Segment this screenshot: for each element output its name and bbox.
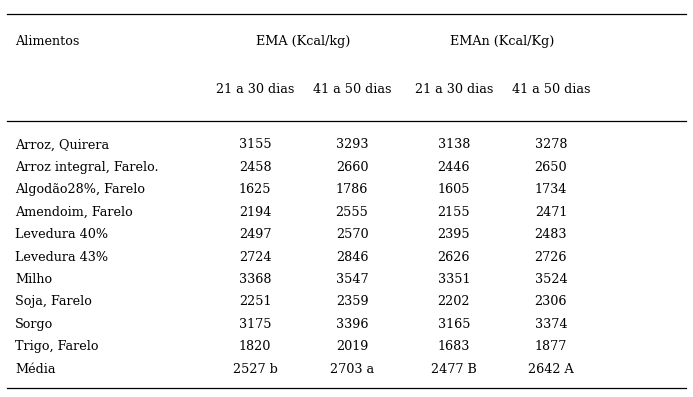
Text: 21 a 30 dias: 21 a 30 dias: [216, 83, 295, 96]
Text: EMAn (Kcal/Kg): EMAn (Kcal/Kg): [450, 35, 554, 48]
Text: Sorgo: Sorgo: [15, 318, 53, 331]
Text: Levedura 40%: Levedura 40%: [15, 228, 108, 241]
Text: Levedura 43%: Levedura 43%: [15, 251, 108, 264]
Text: 2570: 2570: [335, 228, 369, 241]
Text: Algodão28%, Farelo: Algodão28%, Farelo: [15, 183, 146, 196]
Text: 21 a 30 dias: 21 a 30 dias: [414, 83, 493, 96]
Text: 1786: 1786: [336, 183, 368, 196]
Text: 2703 a: 2703 a: [330, 363, 374, 376]
Text: Milho: Milho: [15, 273, 53, 286]
Text: 2306: 2306: [535, 295, 567, 308]
Text: 3547: 3547: [335, 273, 369, 286]
Text: 1625: 1625: [239, 183, 271, 196]
Text: 3524: 3524: [534, 273, 568, 286]
Text: 2019: 2019: [336, 340, 368, 353]
Text: 2471: 2471: [535, 206, 567, 219]
Text: Arroz, Quirera: Arroz, Quirera: [15, 139, 109, 151]
Text: 2194: 2194: [239, 206, 271, 219]
Text: EMA (Kcal/kg): EMA (Kcal/kg): [256, 35, 351, 48]
Text: 1605: 1605: [438, 183, 470, 196]
Text: 2477 B: 2477 B: [431, 363, 477, 376]
Text: 3374: 3374: [535, 318, 567, 331]
Text: 2555: 2555: [335, 206, 369, 219]
Text: 1877: 1877: [535, 340, 567, 353]
Text: 2251: 2251: [239, 295, 271, 308]
Text: 41 a 50 dias: 41 a 50 dias: [511, 83, 590, 96]
Text: 3278: 3278: [535, 139, 567, 151]
Text: 1820: 1820: [239, 340, 271, 353]
Text: 2395: 2395: [437, 228, 471, 241]
Text: 2497: 2497: [239, 228, 271, 241]
Text: 2527 b: 2527 b: [233, 363, 277, 376]
Text: 2626: 2626: [438, 251, 470, 264]
Text: Trigo, Farelo: Trigo, Farelo: [15, 340, 98, 353]
Text: 2155: 2155: [437, 206, 471, 219]
Text: 2458: 2458: [238, 161, 272, 174]
Text: 3175: 3175: [239, 318, 271, 331]
Text: Soja, Farelo: Soja, Farelo: [15, 295, 92, 308]
Text: Média: Média: [15, 363, 55, 376]
Text: 2724: 2724: [239, 251, 271, 264]
Text: 3138: 3138: [438, 139, 470, 151]
Text: 2650: 2650: [534, 161, 568, 174]
Text: 2660: 2660: [336, 161, 368, 174]
Text: 3155: 3155: [238, 139, 272, 151]
Text: 2202: 2202: [438, 295, 470, 308]
Text: 2359: 2359: [335, 295, 369, 308]
Text: 3368: 3368: [239, 273, 271, 286]
Text: 2726: 2726: [535, 251, 567, 264]
Text: 41 a 50 dias: 41 a 50 dias: [313, 83, 392, 96]
Text: 3165: 3165: [438, 318, 470, 331]
Text: 1683: 1683: [438, 340, 470, 353]
Text: 2446: 2446: [438, 161, 470, 174]
Text: 2846: 2846: [336, 251, 368, 264]
Text: 2642 A: 2642 A: [528, 363, 574, 376]
Text: 3396: 3396: [336, 318, 368, 331]
Text: Amendoim, Farelo: Amendoim, Farelo: [15, 206, 133, 219]
Text: 1734: 1734: [535, 183, 567, 196]
Text: 2483: 2483: [535, 228, 567, 241]
Text: Arroz integral, Farelo.: Arroz integral, Farelo.: [15, 161, 159, 174]
Text: 3293: 3293: [336, 139, 368, 151]
Text: Alimentos: Alimentos: [15, 35, 80, 48]
Text: 3351: 3351: [438, 273, 470, 286]
